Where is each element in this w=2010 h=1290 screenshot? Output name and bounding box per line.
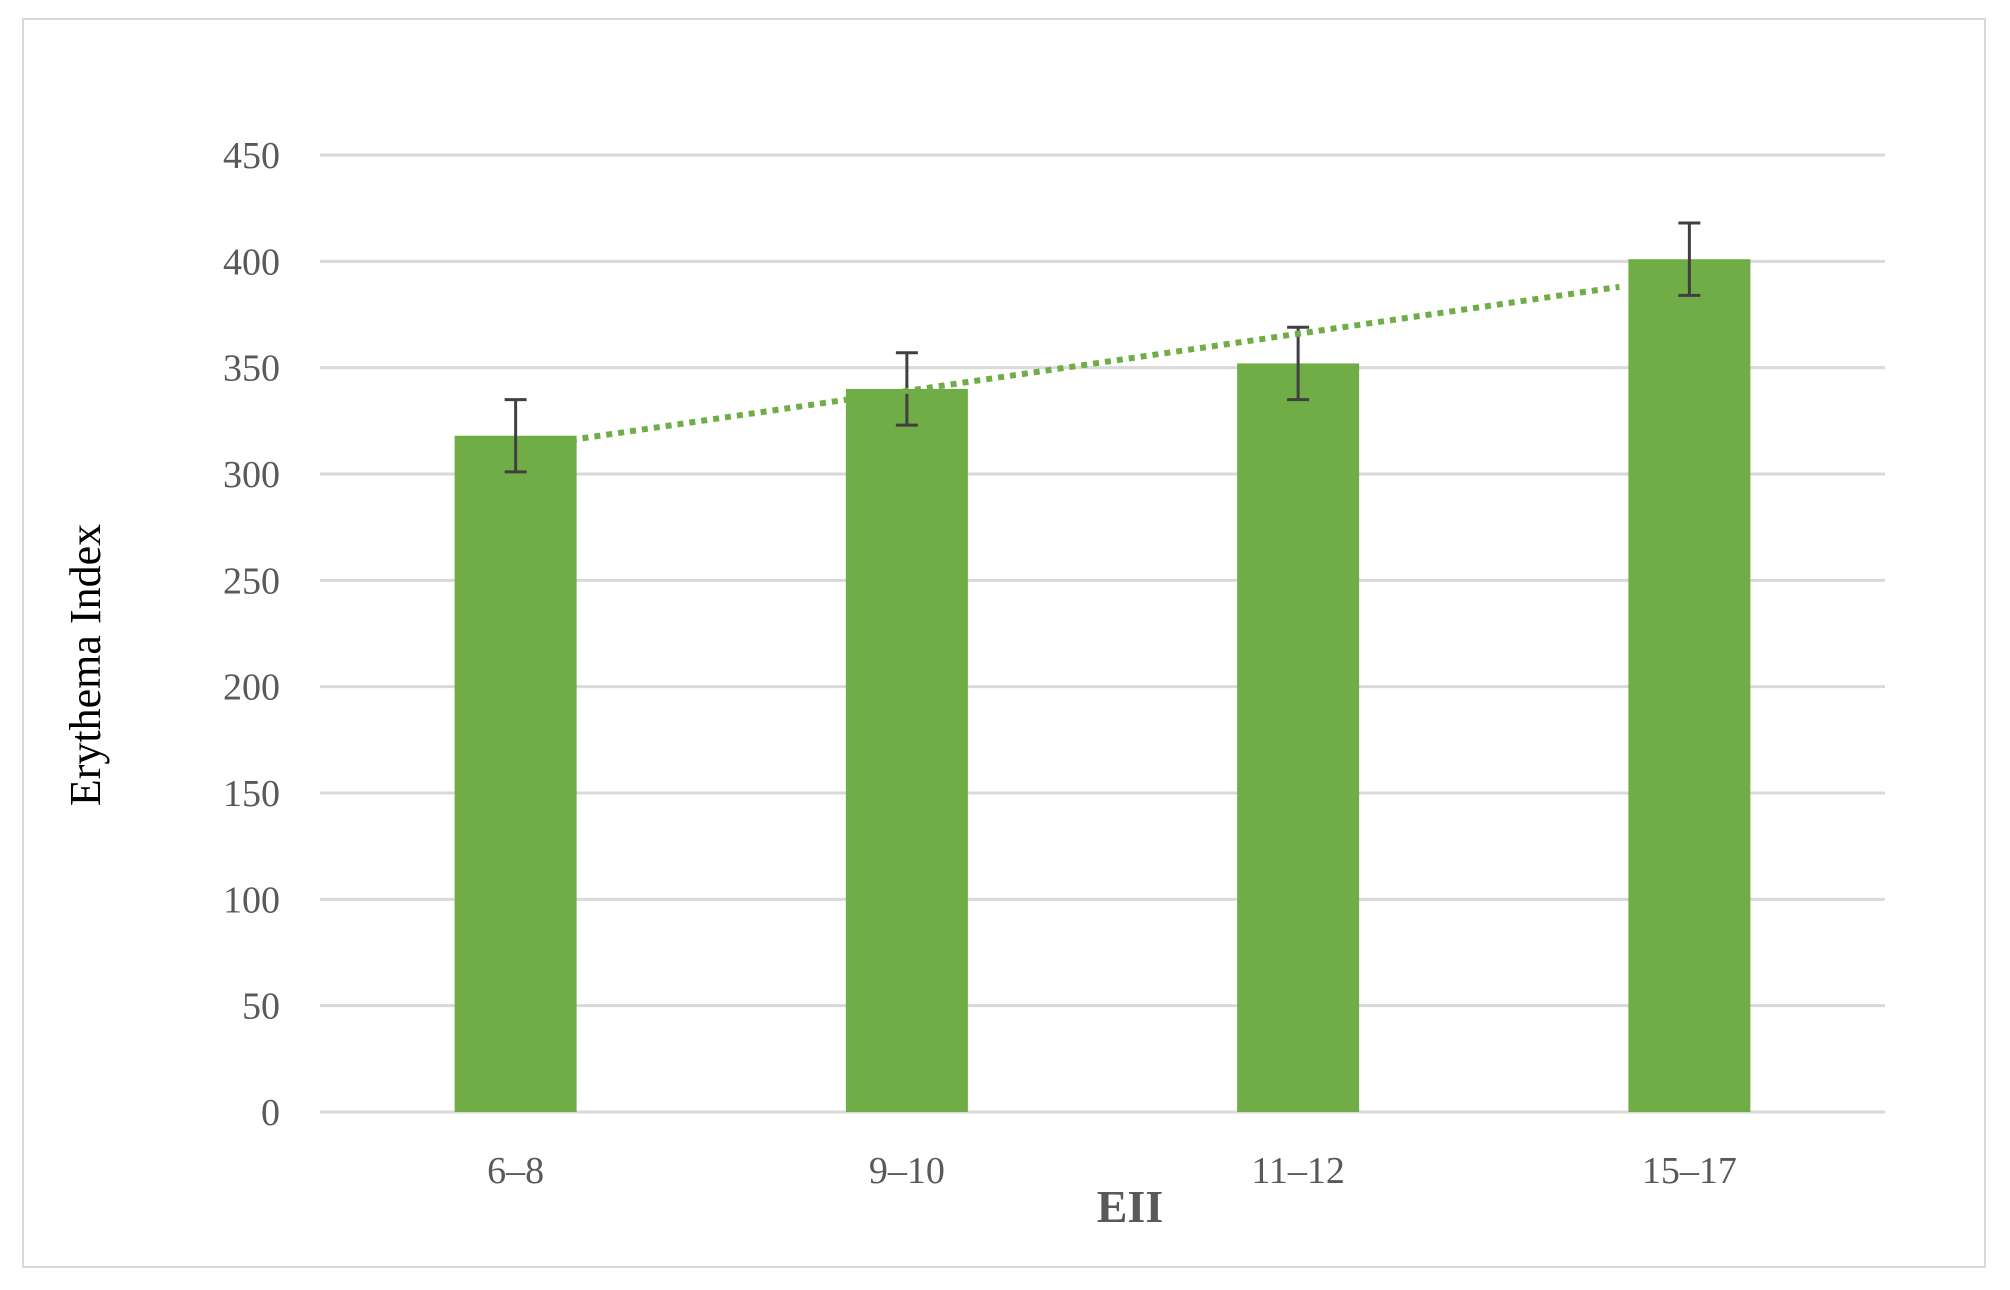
- error-bar: [504, 398, 527, 474]
- trendline: [570, 283, 1620, 443]
- x-tick-label: 6–8: [487, 1150, 544, 1192]
- gridlines: [320, 153, 1885, 1114]
- y-tick-label: 450: [223, 135, 280, 177]
- x-tick-label: 11–12: [1251, 1150, 1345, 1192]
- y-tick-label: 50: [242, 986, 280, 1028]
- y-tick-label: 150: [223, 773, 280, 815]
- y-tick-label: 200: [223, 667, 280, 709]
- error-bars: [504, 221, 1701, 474]
- x-tick-label: 9–10: [869, 1150, 945, 1192]
- bar: [845, 388, 968, 1112]
- bar: [454, 435, 577, 1113]
- y-axis-title: Erythema Index: [61, 524, 110, 806]
- x-tick-label: 15–17: [1642, 1150, 1737, 1192]
- bar: [1237, 363, 1360, 1112]
- bar: [1628, 259, 1751, 1112]
- y-tick-labels: 0 50 100 150 200 250 300 350 400 450: [223, 135, 280, 1134]
- y-tick-label: 350: [223, 348, 280, 390]
- y-tick-label: 250: [223, 560, 280, 602]
- y-tick-label: 400: [223, 241, 280, 283]
- y-tick-label: 100: [223, 879, 280, 921]
- error-bar: [1678, 221, 1701, 297]
- y-tick-label: 300: [223, 454, 280, 496]
- x-tick-labels: 6–8 9–10 11–12 15–17: [487, 1150, 1737, 1192]
- error-bar: [1287, 325, 1310, 402]
- x-axis-title: EII: [1097, 1181, 1163, 1232]
- bars: [454, 259, 1751, 1113]
- y-tick-label: 0: [261, 1092, 280, 1134]
